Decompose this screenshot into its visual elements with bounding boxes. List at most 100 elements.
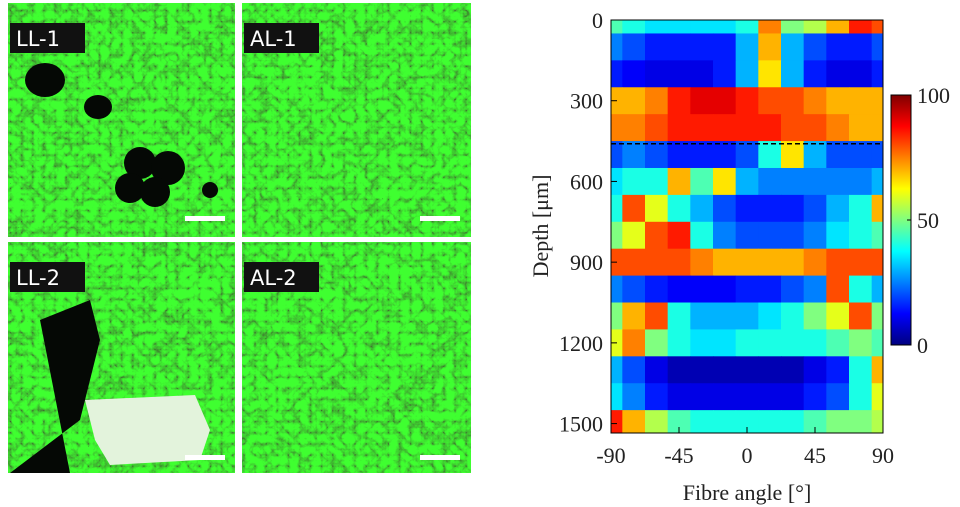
heat-cell: [826, 303, 849, 330]
heat-cell: [736, 195, 759, 222]
x-axis-label: Fibre angle [°]: [683, 480, 812, 505]
heat-cell: [690, 303, 713, 330]
heatmap: [600, 7, 895, 438]
colorbar-tick-label: 100: [917, 83, 950, 108]
colorbar-tick-label: 50: [917, 208, 939, 233]
heat-cell: [713, 356, 736, 383]
heat-cell: [826, 87, 849, 114]
heat-cell: [622, 249, 645, 276]
panel-label: AL-2: [250, 266, 297, 290]
heat-cell: [849, 195, 872, 222]
heat-cell: [804, 60, 827, 87]
heat-cell: [690, 87, 713, 114]
heat-cell: [758, 141, 781, 168]
heat-cell: [758, 87, 781, 114]
heat-cell: [758, 383, 781, 410]
heat-cell: [645, 60, 668, 87]
heat-cell: [622, 33, 645, 60]
heat-cell: [645, 303, 668, 330]
heat-cell: [804, 249, 827, 276]
heat-cell: [668, 276, 691, 303]
heat-cell: [668, 356, 691, 383]
heat-cell: [690, 249, 713, 276]
micrographs: [8, 3, 471, 473]
heat-cell: [826, 33, 849, 60]
heat-cell: [690, 195, 713, 222]
heat-cell: [849, 141, 872, 168]
heat-cell: [781, 60, 804, 87]
heat-cell: [781, 33, 804, 60]
heat-cell: [668, 141, 691, 168]
heat-cell: [804, 114, 827, 141]
heat-cell: [645, 195, 668, 222]
heat-cell: [622, 303, 645, 330]
heat-cell: [690, 276, 713, 303]
x-tick-label: 90: [872, 443, 894, 468]
heat-cell: [668, 383, 691, 410]
heat-cell: [849, 60, 872, 87]
y-tick-label: 1200: [559, 331, 603, 356]
heat-cell: [736, 114, 759, 141]
heat-cell: [645, 356, 668, 383]
heat-cell: [736, 33, 759, 60]
heat-cell: [781, 249, 804, 276]
heat-cell: [645, 329, 668, 356]
heat-cell: [668, 329, 691, 356]
heat-cell: [758, 303, 781, 330]
heat-cell: [758, 60, 781, 87]
heat-cell: [645, 33, 668, 60]
heat-cell: [758, 222, 781, 249]
heat-cell: [849, 356, 872, 383]
panel-label: AL-1: [250, 27, 297, 51]
heat-cell: [781, 303, 804, 330]
heat-cell: [668, 168, 691, 195]
heat-cell: [713, 276, 736, 303]
heat-cell: [668, 33, 691, 60]
heat-cell: [736, 168, 759, 195]
heat-cell: [758, 195, 781, 222]
heat-cell: [645, 249, 668, 276]
figure: Fibre angle [°] Depth [μm] LL-1AL-1LL-2A…: [0, 0, 960, 507]
heat-cell: [826, 168, 849, 195]
heat-cell: [622, 356, 645, 383]
heat-cell: [781, 114, 804, 141]
heat-cell: [690, 383, 713, 410]
x-tick-label: -90: [596, 443, 625, 468]
heat-cell: [713, 168, 736, 195]
heat-cell: [713, 329, 736, 356]
panel-label: LL-1: [16, 27, 60, 51]
heat-cell: [690, 114, 713, 141]
heat-cell: [622, 114, 645, 141]
heat-cell: [826, 60, 849, 87]
heat-cell: [713, 114, 736, 141]
heat-cell: [849, 33, 872, 60]
heat-cell: [690, 60, 713, 87]
heat-cell: [645, 87, 668, 114]
heat-cell: [736, 383, 759, 410]
heat-cell: [849, 303, 872, 330]
heat-cell: [804, 383, 827, 410]
y-tick-label: 0: [592, 8, 603, 33]
heat-cell: [645, 276, 668, 303]
heat-cell: [826, 276, 849, 303]
heat-cell: [781, 356, 804, 383]
heat-cell: [849, 87, 872, 114]
heat-cell: [736, 249, 759, 276]
heat-cell: [668, 222, 691, 249]
heat-cell: [781, 329, 804, 356]
heat-cell: [804, 303, 827, 330]
heat-cell: [668, 195, 691, 222]
heat-cell: [736, 276, 759, 303]
heat-cell: [804, 87, 827, 114]
heat-cell: [758, 33, 781, 60]
heat-cell: [713, 60, 736, 87]
heat-cell: [690, 168, 713, 195]
heat-cell: [690, 141, 713, 168]
heat-cell: [826, 249, 849, 276]
heat-cell: [804, 356, 827, 383]
heat-cell: [804, 33, 827, 60]
heat-cell: [736, 87, 759, 114]
heat-cell: [645, 222, 668, 249]
heat-cell: [781, 276, 804, 303]
heat-cell: [668, 114, 691, 141]
